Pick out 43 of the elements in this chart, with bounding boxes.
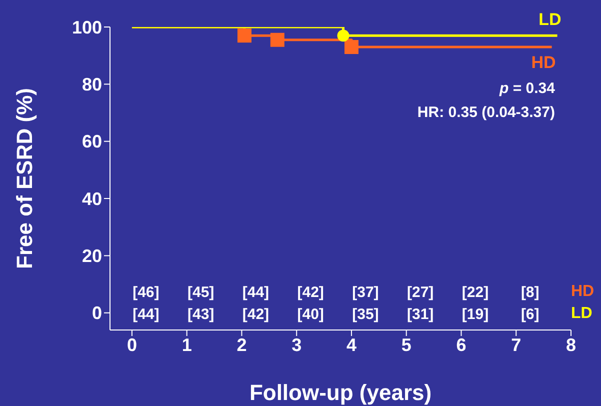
- y-tick-label: 20: [82, 246, 102, 266]
- x-tick-label: 4: [346, 334, 356, 355]
- x-tick-label: 8: [566, 334, 576, 355]
- point: [344, 40, 358, 54]
- text: HD: [571, 283, 594, 300]
- annotation: [42]: [242, 306, 270, 323]
- annotation: [44]: [242, 284, 270, 301]
- x-tick-label: 0: [126, 334, 137, 355]
- annotation: [31]: [407, 306, 434, 323]
- annotation: [8]: [520, 284, 540, 301]
- annotation: [45]: [187, 284, 214, 301]
- y-tick-label: 60: [82, 132, 102, 152]
- x-tick-label: 1: [182, 334, 192, 355]
- annotation: [40]: [297, 306, 324, 323]
- point: [237, 28, 252, 43]
- annotation: [42]: [297, 284, 324, 301]
- y-tick-label: 40: [82, 188, 102, 209]
- x-tick-label: 5: [401, 334, 412, 355]
- annotation: [43]: [187, 306, 214, 323]
- y-tick-label: 100: [72, 17, 102, 38]
- annotation: [22]: [462, 284, 489, 301]
- annotation: HR: 0.35 (0.04-3.37): [417, 104, 555, 121]
- series-label: LD: [538, 10, 562, 30]
- annotation: p = 0.34: [500, 80, 555, 97]
- annotation: [6]: [520, 306, 540, 323]
- annotation: [44]: [132, 306, 160, 323]
- annotation: [19]: [462, 306, 489, 323]
- annotation: [37]: [352, 284, 379, 301]
- x-tick-label: 7: [511, 334, 522, 355]
- x-tick-label: 3: [292, 334, 302, 355]
- point: [337, 30, 350, 42]
- annotation: [46]: [132, 284, 160, 301]
- series-label: HD: [531, 53, 556, 73]
- point: [270, 32, 284, 47]
- x-tick-label: 2: [236, 334, 247, 355]
- annotation: [35]: [352, 306, 379, 323]
- x-axis-title: Follow-up (years): [249, 380, 432, 405]
- y-axis-title: Free of ESRD (%): [12, 88, 37, 269]
- x-tick-label: 6: [456, 334, 466, 355]
- y-tick-label: 80: [82, 74, 102, 95]
- annotation: [27]: [407, 284, 434, 301]
- text: LD: [571, 305, 592, 322]
- y-tick-label: 0: [92, 303, 102, 324]
